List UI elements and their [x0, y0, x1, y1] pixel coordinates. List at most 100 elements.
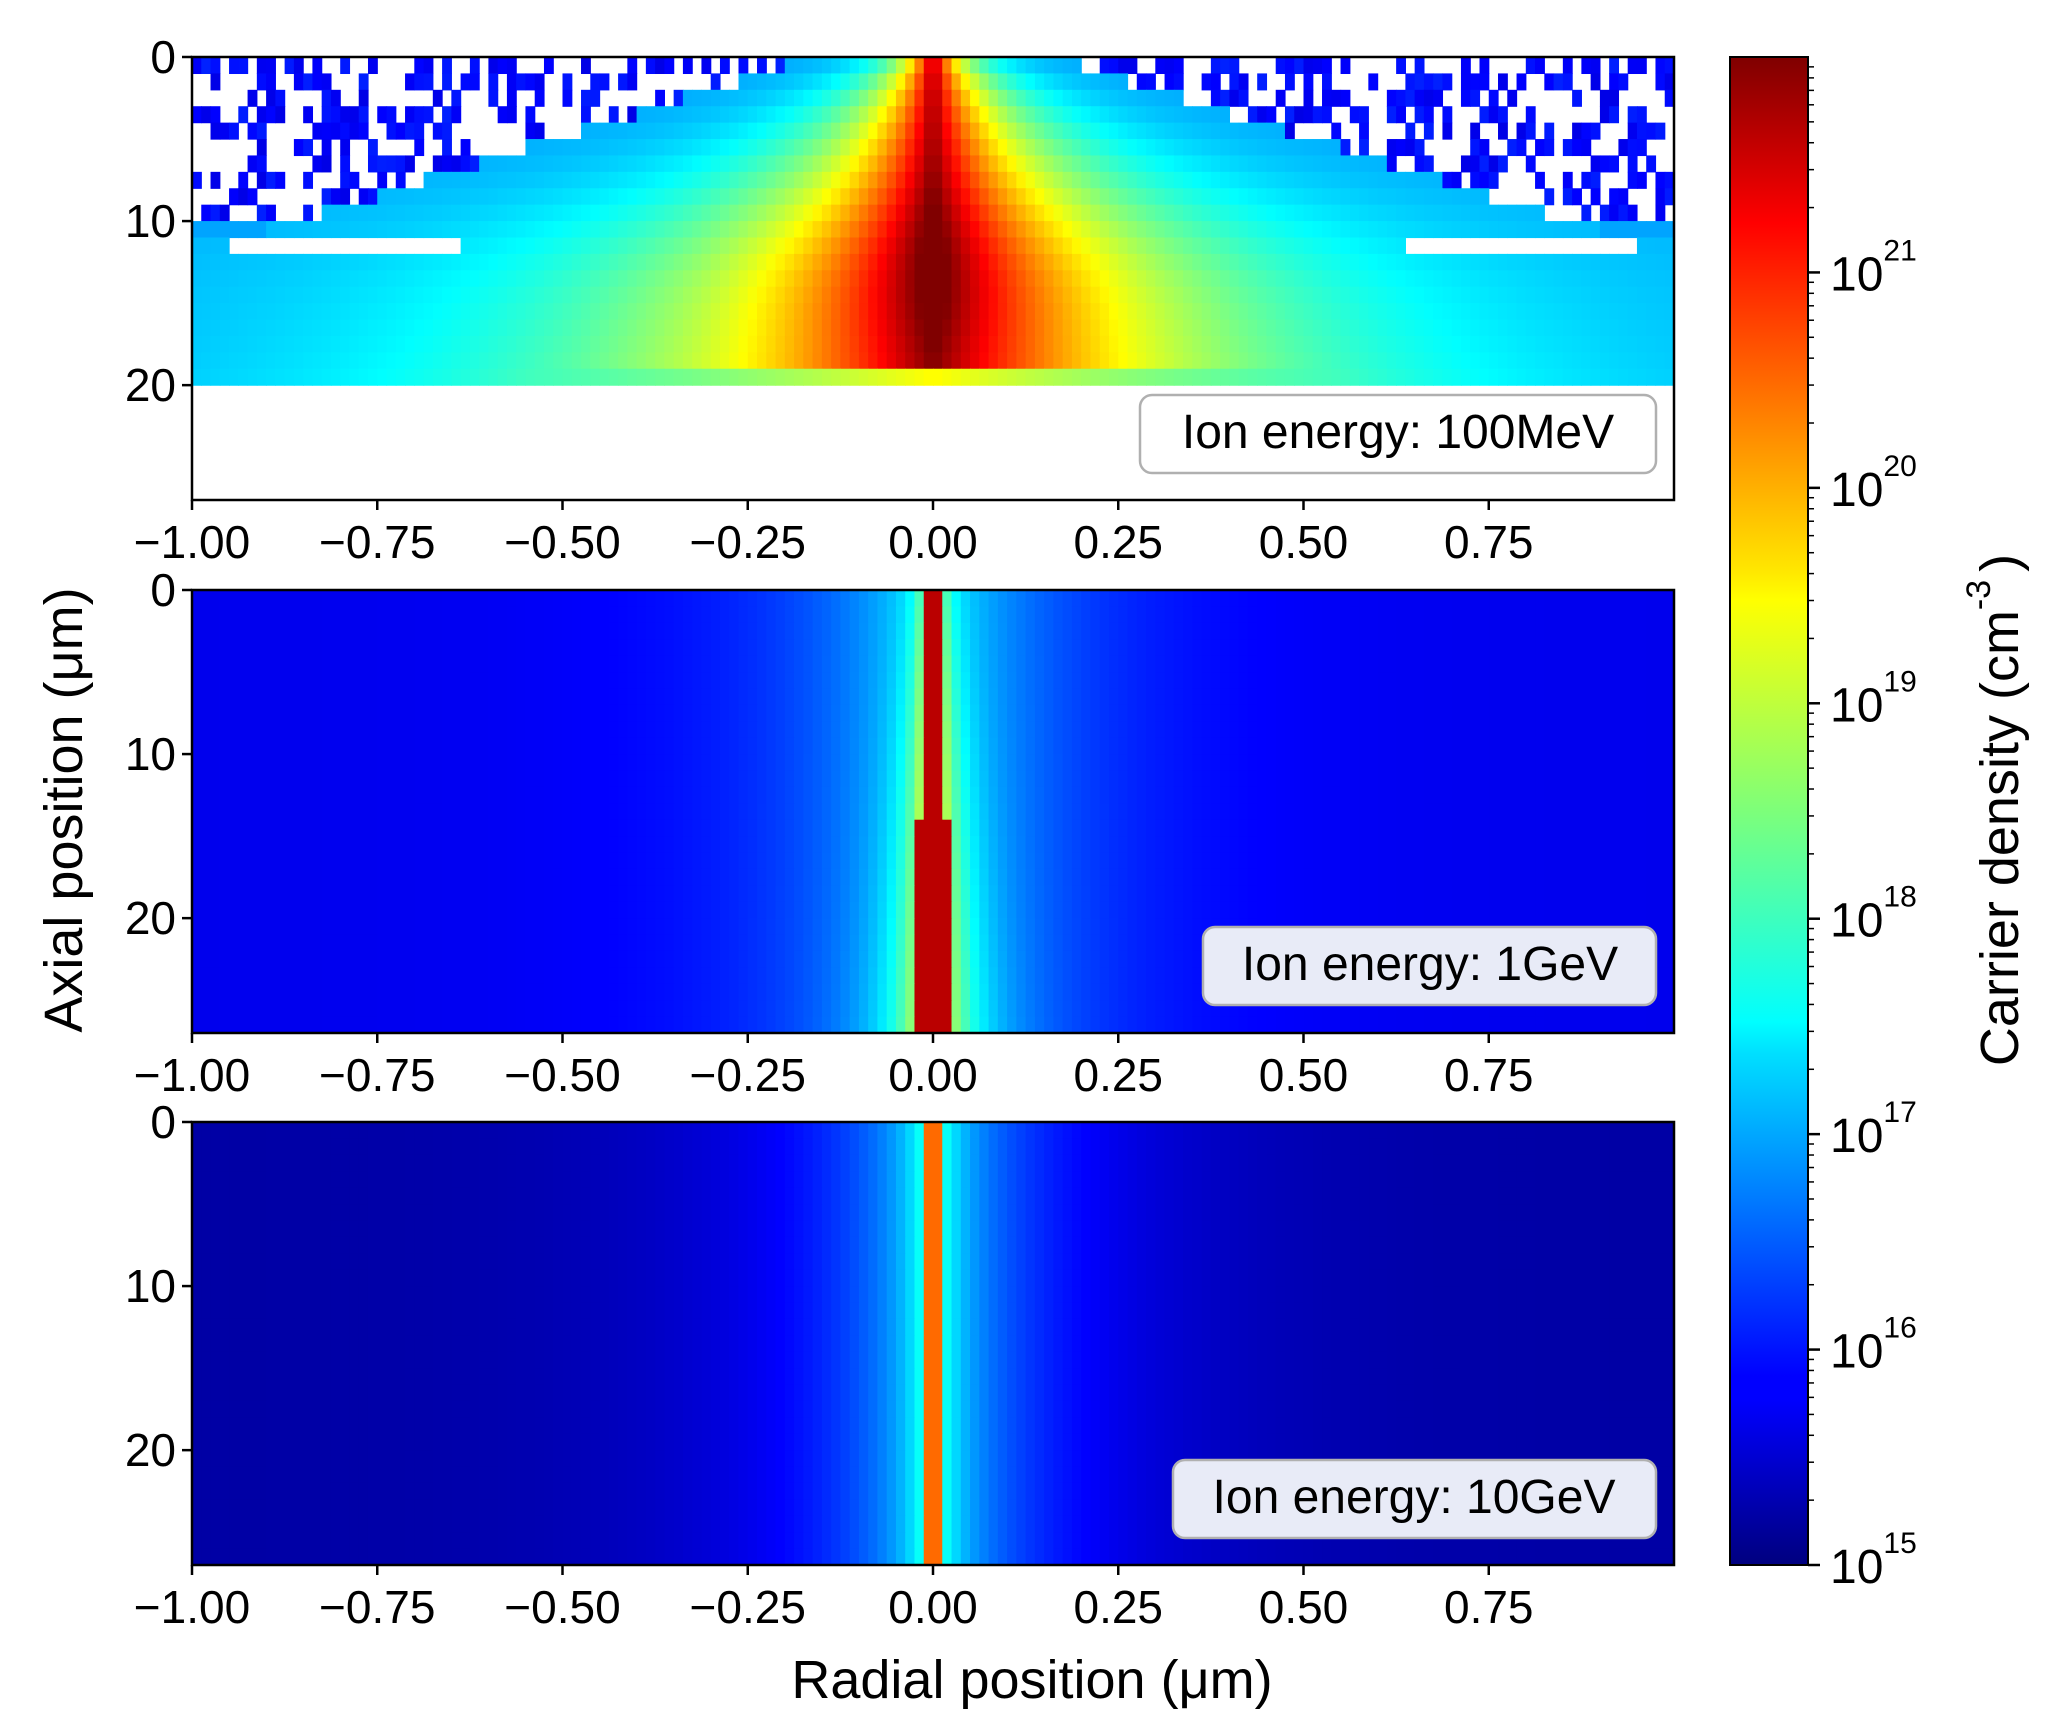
- heatmap-cell: [1414, 721, 1425, 739]
- heatmap-cell: [284, 57, 295, 75]
- heatmap-cell: [710, 221, 721, 239]
- heatmap-cell: [1099, 73, 1110, 91]
- heatmap-cell: [1442, 606, 1453, 624]
- heatmap-cell: [997, 57, 1008, 75]
- heatmap-cell: [655, 303, 665, 321]
- heatmap-cell: [1210, 237, 1221, 255]
- heatmap-cell: [247, 286, 258, 304]
- heatmap-cell: [571, 368, 582, 386]
- heatmap-cell: [506, 368, 517, 386]
- heatmap-cell: [1599, 803, 1610, 821]
- heatmap-cell: [831, 786, 841, 804]
- heatmap-cell: [1229, 352, 1240, 370]
- heatmap-cell: [618, 754, 628, 772]
- heatmap-cell: [1118, 352, 1129, 370]
- heatmap-cell: [1034, 352, 1045, 370]
- heatmap-cell: [951, 770, 962, 788]
- heatmap-cell: [201, 622, 212, 640]
- heatmap-cell: [377, 335, 388, 353]
- heatmap-cell: [1044, 606, 1055, 624]
- heatmap-cell: [210, 655, 221, 673]
- heatmap-cell: [905, 737, 916, 755]
- heatmap-cell: [757, 688, 767, 706]
- heatmap-cell: [367, 770, 378, 788]
- heatmap-cell: [1090, 639, 1101, 657]
- heatmap-cell: [451, 688, 462, 706]
- heatmap-cell: [562, 139, 573, 157]
- heatmap-cell: [1266, 237, 1277, 255]
- heatmap-cell: [618, 188, 628, 206]
- heatmap-cell: [794, 253, 804, 271]
- heatmap-cell: [330, 655, 341, 673]
- heatmap-cell: [1081, 335, 1092, 353]
- heatmap-cell: [1618, 270, 1629, 288]
- heatmap-cell: [1044, 270, 1055, 288]
- heatmap-cell: [766, 786, 777, 804]
- heatmap-cell: [1581, 204, 1592, 222]
- heatmap-cell: [340, 286, 351, 304]
- heatmap-cell: [1516, 639, 1527, 657]
- heatmap-cell: [942, 270, 953, 288]
- heatmap-cell: [655, 622, 665, 640]
- heatmap-cell: [553, 606, 564, 624]
- heatmap-cell: [942, 106, 953, 124]
- heatmap-cell: [256, 155, 267, 173]
- heatmap-cell: [525, 122, 536, 140]
- heatmap-cell: [821, 270, 832, 288]
- heatmap-cell: [627, 786, 638, 804]
- heatmap-cell: [1118, 204, 1129, 222]
- heatmap-cell: [321, 253, 332, 271]
- heatmap-cell: [488, 786, 499, 804]
- heatmap-cell: [636, 253, 647, 271]
- heatmap-cell: [1192, 237, 1203, 255]
- heatmap-cell: [1201, 335, 1212, 353]
- heatmap-cell: [1136, 704, 1147, 722]
- heatmap-cell: [1359, 155, 1369, 173]
- heatmap-cell: [1516, 73, 1527, 91]
- heatmap-cell: [840, 122, 851, 140]
- heatmap-cell: [1405, 786, 1416, 804]
- heatmap-cell: [803, 122, 814, 140]
- heatmap-cell: [1127, 368, 1138, 386]
- heatmap-cell: [497, 270, 508, 288]
- heatmap-cell: [506, 303, 517, 321]
- heatmap-cell: [1479, 688, 1490, 706]
- heatmap-cell: [997, 319, 1008, 337]
- heatmap-cell: [1646, 368, 1657, 386]
- heatmap-cell: [1164, 786, 1175, 804]
- heatmap-cell: [719, 89, 730, 107]
- heatmap-cell: [1210, 688, 1221, 706]
- heatmap-cell: [1479, 204, 1490, 222]
- heatmap-cell: [1535, 622, 1545, 640]
- heatmap-cell: [1572, 737, 1582, 755]
- heatmap-cell: [1488, 737, 1499, 755]
- heatmap-cell: [358, 253, 369, 271]
- heatmap-cell: [757, 286, 767, 304]
- heatmap-cell: [1312, 786, 1323, 804]
- heatmap-cell: [367, 786, 378, 804]
- heatmap-cell: [1136, 139, 1147, 157]
- heatmap-cell: [1368, 188, 1379, 206]
- heatmap-cell: [1498, 286, 1508, 304]
- heatmap-cell: [747, 655, 758, 673]
- heatmap-cell: [590, 721, 601, 739]
- heatmap-cell: [1544, 139, 1555, 157]
- heatmap-cell: [1433, 221, 1444, 239]
- heatmap-cell: [1442, 335, 1453, 353]
- heatmap-cell: [1479, 368, 1490, 386]
- heatmap-cell: [1192, 655, 1203, 673]
- heatmap-cell: [1183, 606, 1193, 624]
- heatmap-cell: [1090, 73, 1101, 91]
- heatmap-cell: [692, 286, 703, 304]
- heatmap-cell: [923, 688, 934, 706]
- heatmap-cell: [414, 352, 425, 370]
- heatmap-cell: [386, 754, 397, 772]
- heatmap-cell: [367, 639, 378, 657]
- heatmap-cell: [1340, 237, 1351, 255]
- heatmap-cell: [997, 352, 1008, 370]
- heatmap-cell: [747, 352, 758, 370]
- heatmap-cell: [1155, 204, 1166, 222]
- heatmap-cell: [479, 590, 489, 608]
- heatmap-cell: [701, 122, 712, 140]
- heatmap-cell: [997, 704, 1008, 722]
